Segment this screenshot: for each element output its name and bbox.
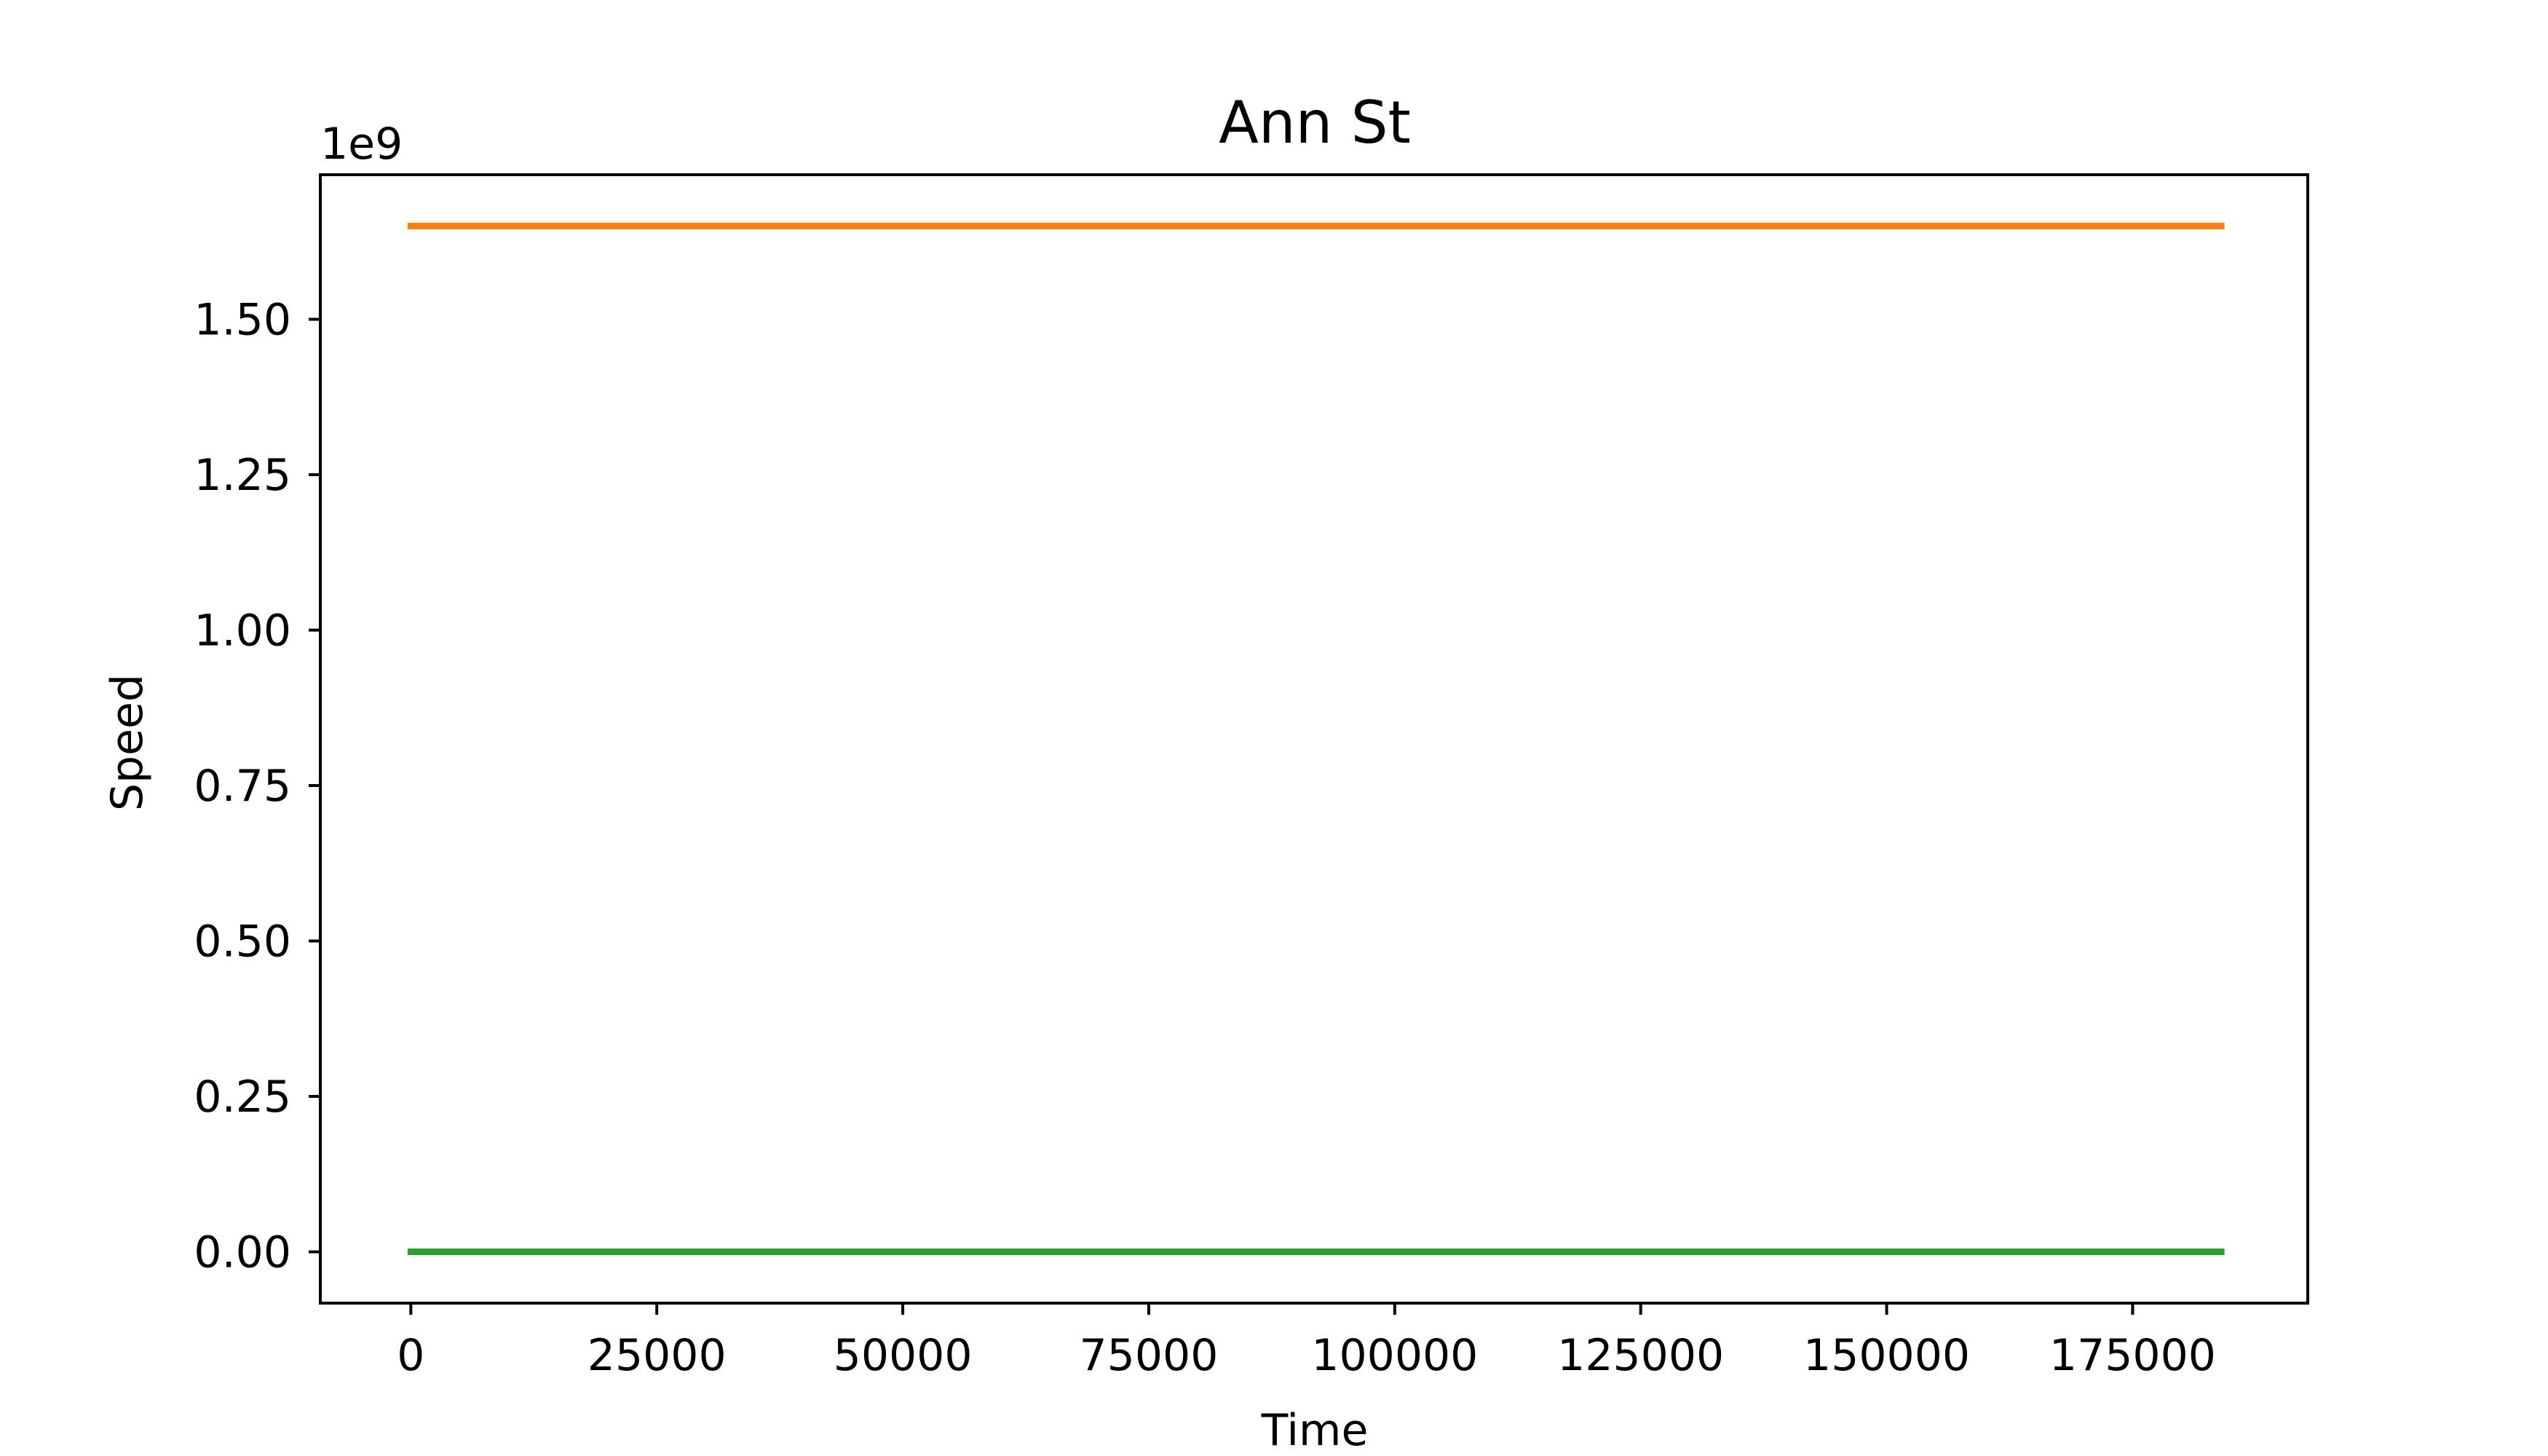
series-layer <box>407 222 2225 1256</box>
y-tick-label: 0.00 <box>194 1227 291 1278</box>
y-tick-label: 1.50 <box>194 295 291 346</box>
x-tick-label: 150000 <box>1803 1330 1970 1381</box>
plot-frame <box>319 173 2309 1305</box>
y-tick-label: 0.50 <box>194 917 291 968</box>
y-tick-label: 0.75 <box>194 761 291 812</box>
x-axis: 0 25000 50000 75000 100000 125000 150000 175000 <box>397 1303 2216 1381</box>
x-tick-label: 0 <box>397 1330 424 1381</box>
y-axis-label: Speed <box>102 674 153 811</box>
x-tick-label: 100000 <box>1311 1330 1478 1381</box>
x-axis-label: Time <box>1261 1405 1369 1456</box>
y-tick-label: 0.25 <box>194 1072 291 1123</box>
x-tick-label: 125000 <box>1557 1330 1724 1381</box>
y-tick-label: 1.00 <box>194 606 291 657</box>
x-tick-label: 25000 <box>587 1330 727 1381</box>
x-tick-label: 50000 <box>834 1330 973 1381</box>
y-axis-offset-label: 1e9 <box>320 119 403 170</box>
y-axis: 0.00 0.25 0.50 0.75 1.00 1.25 1.50 <box>194 295 320 1278</box>
y-tick-label: 1.25 <box>194 450 291 501</box>
chart-title: Ann St <box>1219 89 1411 157</box>
x-tick-label: 75000 <box>1080 1330 1219 1381</box>
x-tick-label: 175000 <box>2049 1330 2216 1381</box>
